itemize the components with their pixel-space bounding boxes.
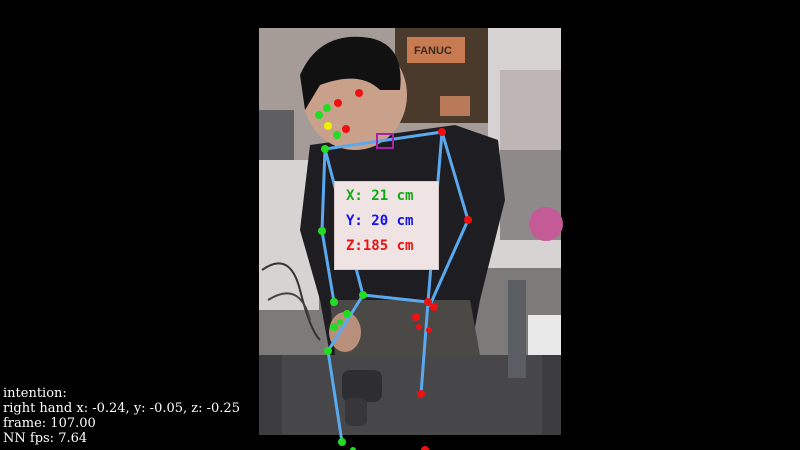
hud-overlay: intention: right hand x: -0.24, y: -0.05… <box>3 386 240 446</box>
joint-left-ear <box>315 111 323 119</box>
joint-right-hip <box>424 298 432 306</box>
bone-shoulders <box>323 130 444 151</box>
joint-left-hand-c <box>337 319 343 325</box>
pose-joints <box>315 89 472 450</box>
bone-right-forearm <box>428 218 470 307</box>
joint-right-elbow <box>464 216 472 224</box>
joint-left-ankle-2 <box>350 447 356 450</box>
joint-neck <box>333 131 341 139</box>
x-coordinate: X: 21 cm <box>346 188 414 204</box>
neck-marker <box>376 133 394 149</box>
joint-left-hand-a <box>330 323 338 331</box>
bone-hips <box>361 293 430 304</box>
joint-right-hand-a <box>412 313 420 321</box>
joint-right-wrist <box>430 303 438 311</box>
joint-left-eye <box>323 104 331 112</box>
joint-mouth-right <box>342 125 350 133</box>
coordinate-readout: X: 21 cm Y: 20 cm Z:185 cm <box>334 181 439 270</box>
joint-nose <box>324 122 332 130</box>
joint-right-hand-b <box>416 324 422 330</box>
bone-right-thigh <box>419 300 430 396</box>
fanuc-label: FANUC <box>414 45 452 57</box>
bone-left-upper-arm <box>320 147 327 233</box>
bone-left-thigh <box>326 293 365 353</box>
intention-label: intention: <box>3 386 67 401</box>
joint-right-ankle <box>421 446 429 450</box>
y-coordinate: Y: 20 cm <box>346 213 414 229</box>
joint-left-shoulder <box>321 145 329 153</box>
fanuc-box <box>407 37 470 116</box>
joint-left-elbow <box>318 227 326 235</box>
joint-right-shoulder <box>438 128 446 136</box>
joint-right-knee <box>417 390 425 398</box>
joint-right-eye <box>334 99 342 107</box>
joint-left-knee <box>324 347 332 355</box>
bone-right-upper-arm <box>440 130 470 222</box>
right-hand-readout: right hand x: -0.24, y: -0.05, z: -0.25 <box>3 401 240 416</box>
joint-left-wrist <box>330 298 338 306</box>
joint-left-hip <box>359 291 367 299</box>
joint-right-hand-c <box>426 327 432 333</box>
joint-left-hand-b <box>343 310 351 318</box>
joint-left-ankle <box>338 438 346 446</box>
joint-right-ear <box>355 89 363 97</box>
fps-counter: NN fps: 7.64 <box>3 431 88 446</box>
z-coordinate: Z:185 cm <box>346 238 414 254</box>
bone-left-forearm <box>320 229 336 304</box>
bone-left-shin <box>326 349 344 444</box>
frame-counter: frame: 107.00 <box>3 416 96 431</box>
